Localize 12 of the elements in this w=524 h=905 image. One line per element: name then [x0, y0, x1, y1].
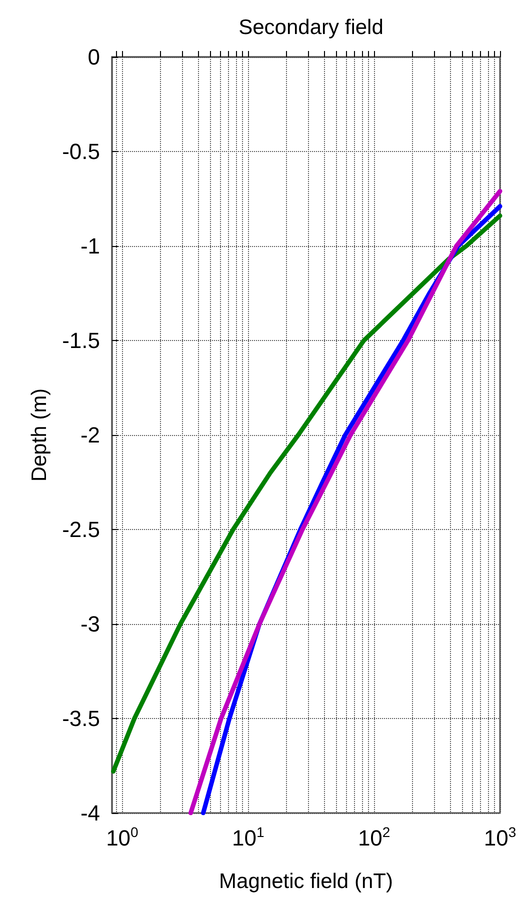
- y-tick-label: -1: [80, 234, 100, 258]
- y-tick-label: -4: [80, 800, 100, 826]
- y-tick-label: -1.5: [62, 328, 100, 353]
- x-axis-title: Magnetic field (nT): [219, 870, 393, 893]
- y-tick-label: -2.5: [62, 517, 100, 542]
- y-tick-label: -3: [80, 612, 100, 636]
- y-tick-label: -3.5: [62, 706, 100, 731]
- y-tick-label: -2: [80, 422, 100, 448]
- y-tick-label: -0.5: [62, 139, 100, 164]
- y-tick-label: 0: [88, 44, 100, 70]
- y-axis-title: Depth (m): [28, 388, 51, 482]
- chart-title: Secondary field: [238, 16, 384, 39]
